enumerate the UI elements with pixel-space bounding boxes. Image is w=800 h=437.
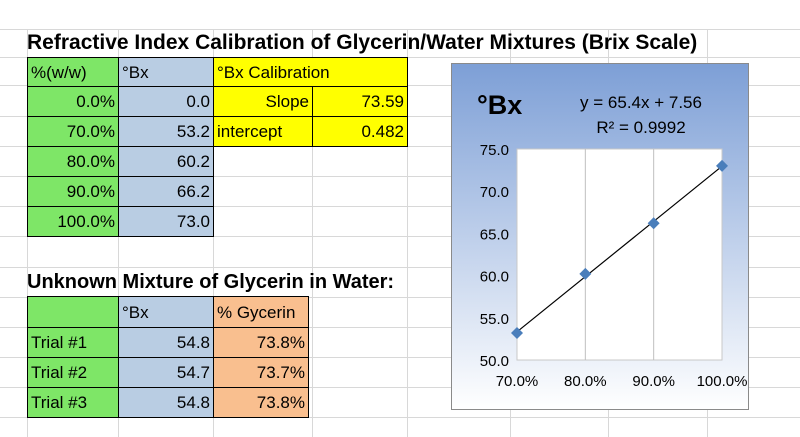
unknown-header-glycerin[interactable]: % Gycerin [213, 296, 309, 328]
data-point-marker [579, 267, 592, 280]
fit-header[interactable]: °Bx Calibration [213, 57, 408, 87]
calibration-bx-cell[interactable]: 0.0 [118, 86, 214, 117]
slope-value[interactable]: 73.59 [312, 86, 408, 117]
trial-bx-cell[interactable]: 54.8 [118, 387, 214, 418]
x-tick-label: 90.0% [632, 373, 675, 390]
trial-glycerin-cell[interactable]: 73.8% [213, 387, 309, 418]
y-tick-label: 70.0 [480, 184, 509, 201]
y-tick-label: 75.0 [480, 142, 509, 159]
data-point-marker [647, 217, 660, 230]
calibration-bx-cell[interactable]: 53.2 [118, 116, 214, 147]
y-tick-label: 50.0 [480, 353, 509, 370]
trial-bx-cell[interactable]: 54.8 [118, 327, 214, 358]
calibration-bx-cell[interactable]: 60.2 [118, 146, 214, 177]
trendline [516, 165, 723, 333]
trial-glycerin-cell[interactable]: 73.7% [213, 357, 309, 388]
unknown-section-title: Unknown Mixture of Glycerin in Water: [27, 271, 395, 293]
trial-label-cell[interactable]: Trial #2 [27, 357, 119, 388]
trial-label-cell[interactable]: Trial #3 [27, 387, 119, 418]
x-tick-label: 80.0% [564, 373, 607, 390]
calibration-percent-cell[interactable]: 90.0% [27, 176, 119, 207]
x-tick-label: 100.0% [697, 373, 748, 390]
calibration-bx-cell[interactable]: 66.2 [118, 176, 214, 207]
trial-glycerin-cell[interactable]: 73.8% [213, 327, 309, 358]
y-tick-label: 55.0 [480, 311, 509, 328]
calibration-header-percent[interactable]: %(w/w) [27, 57, 119, 87]
chart-title: °Bx [477, 90, 522, 120]
r-squared-label: R² = 0.9992 [596, 118, 685, 137]
intercept-value[interactable]: 0.482 [312, 116, 408, 147]
y-tick-label: 65.0 [480, 226, 509, 243]
calibration-percent-cell[interactable]: 0.0% [27, 86, 119, 117]
unknown-header-blank[interactable] [27, 296, 119, 328]
trendline-equation: y = 65.4x + 7.56 [580, 93, 702, 112]
x-tick-label: 70.0% [496, 373, 539, 390]
plot-area [516, 148, 723, 361]
calibration-percent-cell[interactable]: 100.0% [27, 206, 119, 237]
data-point-marker [511, 326, 523, 339]
calibration-header-bx[interactable]: °Bx [118, 57, 214, 87]
trial-bx-cell[interactable]: 54.7 [118, 357, 214, 388]
trial-label-cell[interactable]: Trial #1 [27, 327, 119, 358]
calibration-percent-cell[interactable]: 80.0% [27, 146, 119, 177]
data-point-marker [716, 159, 728, 172]
unknown-header-bx[interactable]: °Bx [118, 296, 214, 328]
calibration-percent-cell[interactable]: 70.0% [27, 116, 119, 147]
calibration-chart[interactable]: 50.0 55.0 60.0 65.0 70.0 75.0 70.0% 80.0% 90.0% 1… [451, 63, 749, 410]
intercept-label[interactable]: intercept [213, 116, 313, 147]
sheet-title: Refractive Index Calibration of Glycerin… [27, 31, 698, 54]
calibration-bx-cell[interactable]: 73.0 [118, 206, 214, 237]
slope-label[interactable]: Slope [213, 86, 313, 117]
y-tick-label: 60.0 [480, 269, 509, 286]
